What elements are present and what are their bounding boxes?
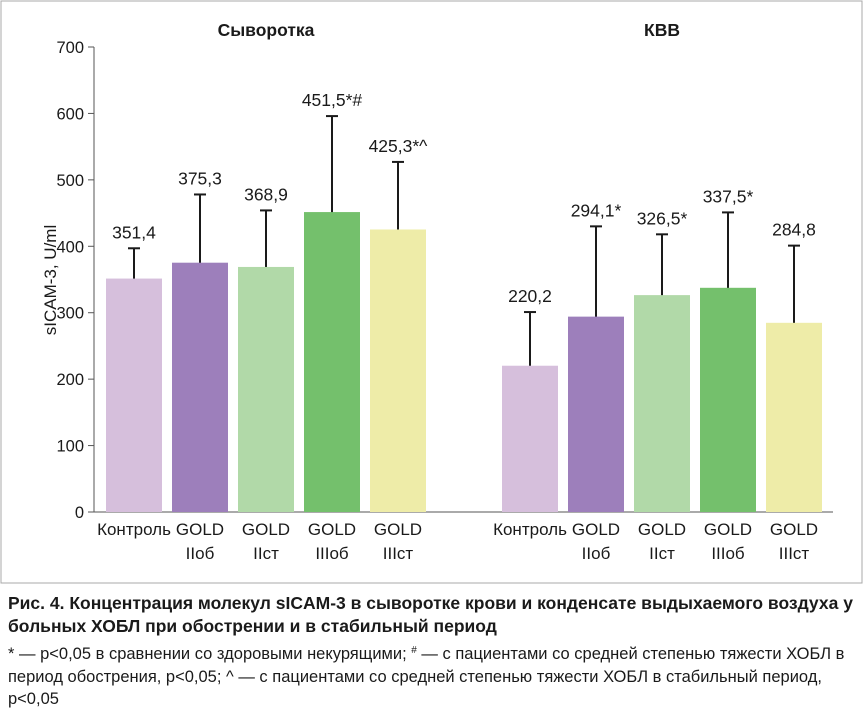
data-label: 326,5*: [637, 208, 688, 228]
category-label: GOLD: [572, 520, 620, 539]
category-label-line2: IIIст: [779, 544, 810, 563]
category-label: GOLD: [704, 520, 752, 539]
category-label: GOLD: [308, 520, 356, 539]
bar: [568, 316, 624, 512]
category-label-line2: IIIст: [383, 544, 414, 563]
data-label: 451,5*#: [302, 90, 363, 110]
caption-note: * — p<0,05 в сравнении со здоровыми неку…: [8, 640, 856, 711]
bar: [238, 266, 294, 512]
data-label: 375,3: [178, 168, 222, 188]
chart-border: [0, 0, 863, 584]
data-label: 351,4: [112, 222, 156, 242]
y-tick-label: 600: [56, 105, 84, 123]
data-label: 284,8: [772, 220, 816, 240]
bar: [172, 262, 228, 512]
category-label: GOLD: [374, 520, 422, 539]
category-label-line2: IIIоб: [711, 544, 745, 563]
group-title: Сыворотка: [218, 20, 315, 40]
y-tick-label: 400: [56, 238, 84, 256]
data-label: 425,3*^: [369, 136, 429, 156]
bar: [700, 287, 756, 512]
data-label: 337,5*: [703, 186, 754, 206]
bar: [106, 278, 162, 512]
bar-chart: 0 100 200 300 400 500 600 700 Сыворотка 351,4 Кон…: [0, 0, 863, 584]
y-tick-label: 200: [56, 371, 84, 389]
group-title: КВВ: [644, 20, 680, 40]
category-label-line2: IIст: [649, 544, 675, 563]
category-label-line2: IIоб: [582, 544, 611, 563]
category-label: GOLD: [176, 520, 224, 539]
category-label: GOLD: [770, 520, 818, 539]
data-label: 368,9: [244, 184, 288, 204]
bar: [370, 229, 426, 512]
y-tick-label: 100: [56, 438, 84, 456]
data-label: 294,1*: [571, 200, 622, 220]
category-label-line2: IIоб: [186, 544, 215, 563]
figure-caption: Рис. 4. Концентрация молекул sICAM-3 в с…: [8, 592, 856, 711]
bar: [502, 365, 558, 512]
data-label: 220,2: [508, 286, 552, 306]
category-label: GOLD: [638, 520, 686, 539]
y-tick-label: 300: [56, 305, 84, 323]
y-tick-label: 500: [56, 172, 84, 190]
category-label-line2: IIст: [253, 544, 279, 563]
bar: [634, 295, 690, 512]
category-label: Контроль: [97, 520, 171, 539]
category-label: GOLD: [242, 520, 290, 539]
caption-note-part1: * — p<0,05 в сравнении со здоровыми неку…: [8, 645, 412, 663]
y-axis-title: sICAM-3, U/ml: [41, 225, 60, 336]
category-label-line2: IIIоб: [315, 544, 349, 563]
y-tick-label: 700: [56, 39, 84, 57]
y-tick-label: 0: [75, 504, 84, 522]
bar: [766, 322, 822, 512]
bar: [304, 212, 360, 512]
caption-note-hash: #: [411, 645, 417, 656]
chart-area: 0 100 200 300 400 500 600 700 Сыворотка 351,4 Кон…: [0, 0, 863, 584]
category-label: Контроль: [493, 520, 567, 539]
caption-note-part2: — с пациентами со средней степенью тяжес…: [8, 645, 845, 708]
caption-title: Рис. 4. Концентрация молекул sICAM-3 в с…: [8, 593, 853, 636]
